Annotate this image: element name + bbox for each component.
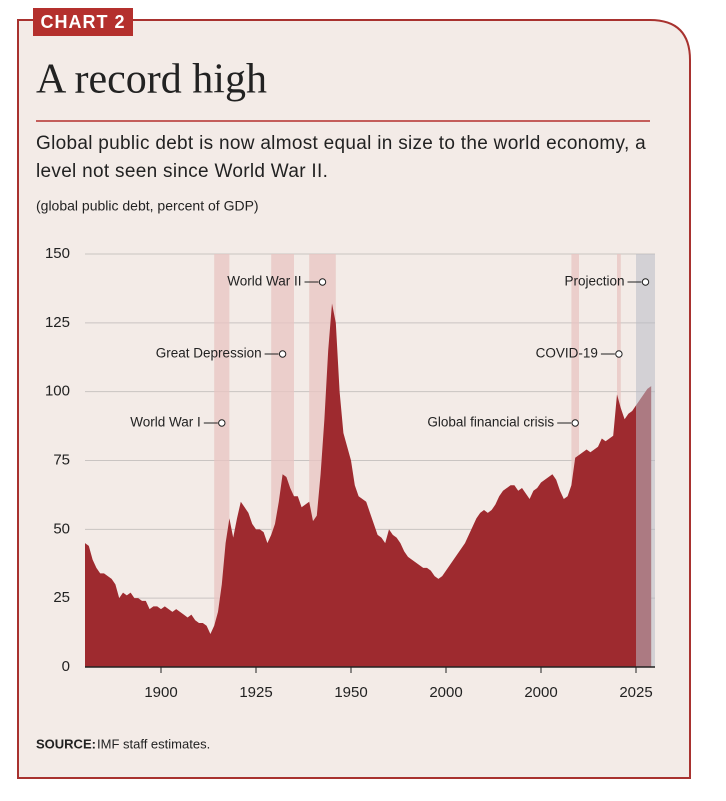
annotation-label: World War I (130, 415, 201, 430)
debt-area (85, 303, 652, 667)
y-tick-label: 100 (45, 383, 70, 400)
annotation-dot (218, 419, 226, 427)
annotation-dot (318, 278, 327, 286)
source-label: SOURCE: (36, 736, 96, 751)
annotation-dot (641, 278, 650, 286)
x-tick-label: 2025 (619, 684, 652, 701)
subtitle-box: Global public debt is now almost equal i… (36, 133, 646, 182)
plot: 0 25 50 75 100 125 150 1900 1925 1950 2000 2000 2025… (45, 245, 655, 701)
y-axis-label: (global public debt, percent of GDP) (36, 198, 259, 214)
y-tick-label: 0 (62, 658, 70, 675)
y-tick-label: 150 (45, 245, 70, 262)
annotation-label: Great Depression (156, 346, 262, 361)
x-tick-label: 1925 (239, 684, 272, 701)
annotation-dot (278, 350, 287, 358)
annotation-dot (571, 419, 579, 427)
y-tick-label: 125 (45, 314, 70, 331)
x-tick-label: 1950 (334, 684, 367, 701)
annotation-label: Global financial crisis (427, 415, 554, 430)
chart-tag: CHART 2 (40, 12, 125, 32)
tag-bg (33, 8, 133, 36)
x-tick-label: 2000 (429, 684, 462, 701)
annotation-label: COVID-19 (536, 346, 598, 361)
chart-subtitle: Global public debt is now almost equal i… (36, 133, 646, 182)
shaded-period (636, 254, 655, 667)
y-tick-label: 75 (53, 451, 70, 468)
y-tick-label: 25 (53, 589, 70, 606)
annotation-dot (615, 350, 623, 358)
annotation-label: World War II (227, 274, 301, 289)
annotation-label: Projection (564, 274, 624, 289)
source-text: IMF staff estimates. (97, 736, 210, 751)
x-tick-label: 2000 (524, 684, 557, 701)
chart-title: A record high (36, 57, 267, 103)
x-tick-label: 1900 (144, 684, 177, 701)
y-tick-label: 50 (53, 520, 70, 537)
